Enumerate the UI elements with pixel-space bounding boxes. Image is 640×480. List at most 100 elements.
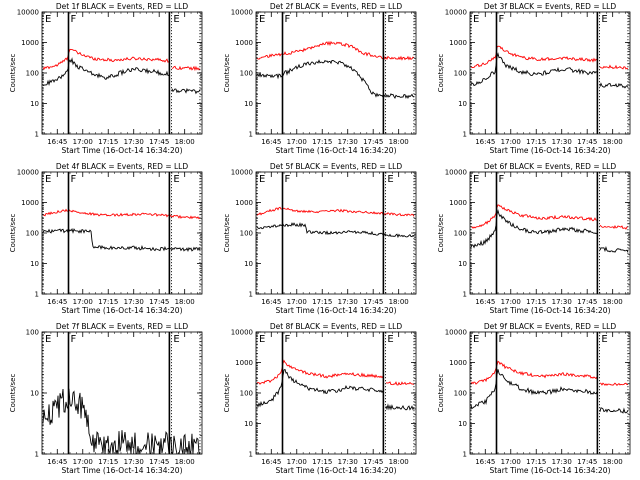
detector-plot-4: Det 4f BLACK = Events, RED = LLD 1 10 100 10… (9, 162, 203, 315)
x-tick-label: 17:30 (338, 458, 358, 466)
x-axis-label: Start Time (16-Oct-14 16:34:20) (61, 466, 182, 475)
time-marker-label: E (173, 334, 179, 345)
y-tick-label: 100 (240, 70, 253, 78)
time-marker-label: F (284, 14, 290, 25)
y-tick-label: 10000 (231, 329, 253, 337)
time-marker-label: F (70, 174, 76, 185)
y-tick-label: 10000 (445, 329, 467, 337)
time-marker-label: E (173, 14, 179, 25)
series-line-red (256, 40, 415, 61)
y-tick-label: 10000 (231, 169, 253, 177)
y-axis-label: Counts/sec (437, 54, 445, 93)
time-marker-label: E (387, 174, 393, 185)
time-marker-label: E (45, 14, 51, 25)
x-tick-label: 17:00 (73, 298, 93, 306)
time-marker-label: E (259, 334, 265, 345)
x-tick-label: 18:00 (389, 138, 409, 146)
y-tick-label: 10 (458, 100, 467, 108)
time-marker-label: E (173, 174, 179, 185)
y-tick-label: 100 (454, 390, 467, 398)
time-marker-label: E (45, 334, 51, 345)
series-line-red (256, 206, 415, 217)
plot-frame (41, 171, 203, 295)
x-tick-label: 16:45 (47, 298, 67, 306)
x-tick-label: 17:45 (149, 138, 169, 146)
y-tick-label: 10 (458, 420, 467, 428)
x-tick-label: 18:00 (175, 458, 195, 466)
plot-frame (255, 331, 417, 455)
x-tick-label: 17:45 (577, 298, 597, 306)
y-axis-label: Counts/sec (437, 374, 445, 413)
x-tick-label: 17:30 (338, 298, 358, 306)
x-tick-label: 17:00 (287, 458, 307, 466)
y-tick-label: 1000 (235, 39, 253, 47)
x-axis-label: Start Time (16-Oct-14 16:34:20) (489, 466, 610, 475)
x-tick-label: 17:30 (552, 458, 572, 466)
time-marker-label: F (70, 14, 76, 25)
series-line-black (470, 52, 629, 89)
y-tick-label: 1 (463, 291, 467, 299)
y-tick-label: 1000 (21, 199, 39, 207)
x-tick-label: 16:45 (47, 458, 67, 466)
series-line-black (42, 57, 201, 95)
y-tick-label: 1 (249, 291, 253, 299)
time-marker-label: E (387, 334, 393, 345)
y-tick-label: 1000 (21, 39, 39, 47)
x-tick-label: 17:15 (312, 458, 332, 466)
x-tick-label: 17:15 (312, 138, 332, 146)
x-tick-label: 17:15 (98, 138, 118, 146)
time-marker-label: F (70, 334, 76, 345)
y-tick-label: 1000 (235, 199, 253, 207)
x-tick-label: 17:15 (98, 298, 118, 306)
y-tick-label: 1 (463, 451, 467, 459)
series-line-black (42, 228, 201, 253)
series-line-black (256, 368, 415, 411)
y-axis-label: Counts/sec (9, 374, 17, 413)
x-tick-label: 17:45 (149, 298, 169, 306)
time-marker-label: E (473, 174, 479, 185)
series-line-black (470, 208, 629, 253)
y-axis-label: Counts/sec (223, 214, 231, 253)
x-tick-label: 16:45 (475, 298, 495, 306)
y-axis-label: Counts/sec (223, 374, 231, 413)
x-axis-label: Start Time (16-Oct-14 16:34:20) (275, 146, 396, 155)
x-tick-label: 17:45 (577, 458, 597, 466)
y-tick-label: 1 (35, 131, 39, 139)
x-tick-label: 18:00 (389, 298, 409, 306)
y-tick-label: 10000 (17, 9, 39, 17)
y-tick-label: 1000 (235, 359, 253, 367)
x-axis-label: Start Time (16-Oct-14 16:34:20) (61, 146, 182, 155)
y-tick-label: 1000 (449, 359, 467, 367)
y-tick-label: 1 (249, 451, 253, 459)
time-marker-label: E (387, 14, 393, 25)
x-tick-label: 17:15 (98, 458, 118, 466)
plot-title: Det 5f BLACK = Events, RED = LLD (270, 162, 403, 171)
x-tick-label: 17:00 (501, 458, 521, 466)
time-marker-label: E (259, 14, 265, 25)
x-tick-label: 17:45 (363, 298, 383, 306)
x-tick-label: 17:15 (526, 298, 546, 306)
detector-plot-8: Det 8f BLACK = Events, RED = LLD 1 10 100 10… (223, 322, 417, 475)
series-line-red (470, 45, 629, 70)
time-marker-label: F (284, 174, 290, 185)
x-tick-label: 17:30 (124, 458, 144, 466)
time-marker-label: E (45, 174, 51, 185)
detector-plot-9: Det 9f BLACK = Events, RED = LLD 1 10 100 10… (437, 322, 631, 475)
time-marker-label: E (259, 174, 265, 185)
plot-title: Det 1f BLACK = Events, RED = LLD (56, 2, 189, 11)
x-tick-label: 17:45 (363, 138, 383, 146)
x-tick-label: 16:45 (475, 458, 495, 466)
y-tick-label: 1 (35, 451, 39, 459)
y-tick-label: 10000 (231, 9, 253, 17)
x-tick-label: 18:00 (175, 298, 195, 306)
y-tick-label: 10 (30, 100, 39, 108)
y-axis-label: Counts/sec (9, 54, 17, 93)
series-line-red (256, 359, 415, 386)
series-line-red (42, 48, 201, 72)
time-marker-label: E (473, 14, 479, 25)
time-marker-label: F (498, 14, 504, 25)
x-tick-label: 18:00 (603, 298, 623, 306)
x-axis-label: Start Time (16-Oct-14 16:34:20) (489, 146, 610, 155)
x-tick-label: 17:00 (501, 138, 521, 146)
